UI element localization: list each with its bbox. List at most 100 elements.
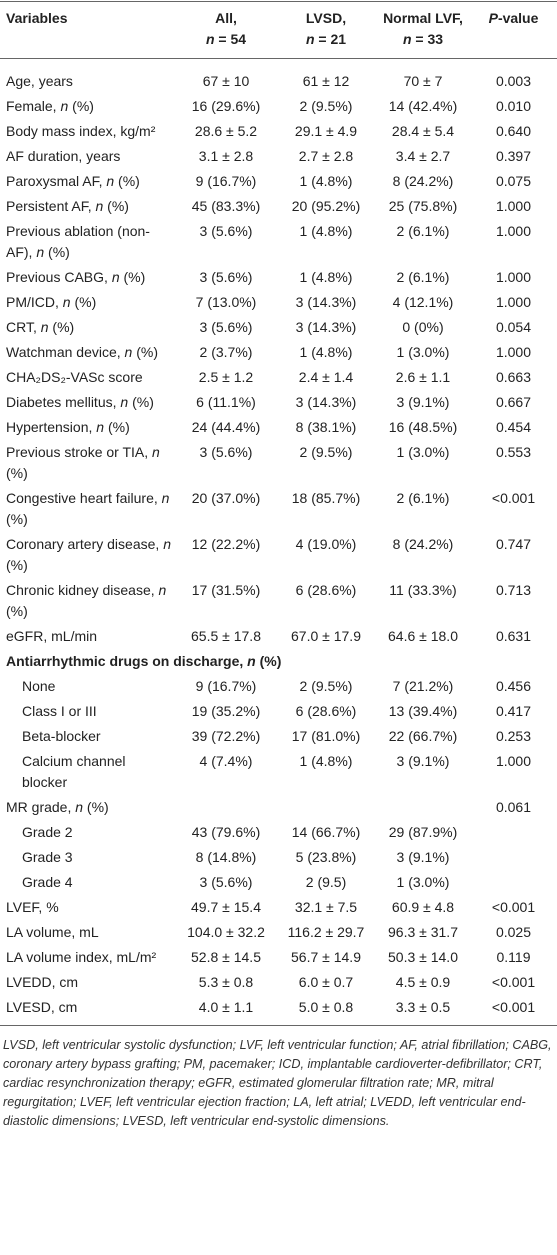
cell xyxy=(470,845,557,870)
table-row: LVEF, % 49.7 ± 15.4 32.1 ± 7.5 60.9 ± 4.8 <0… xyxy=(0,895,557,920)
row-label: Body mass index, kg/m² xyxy=(6,123,156,139)
cell xyxy=(470,870,557,895)
cell: 3 (9.1%) xyxy=(396,753,450,769)
cell: 1 (3.0%) xyxy=(396,444,450,460)
group-heading: Antiarrhythmic drugs on discharge, n (%) xyxy=(6,653,282,669)
cell: 3 (14.3%) xyxy=(295,319,357,335)
cell: 60.9 ± 4.8 xyxy=(391,899,455,915)
cell: <0.001 xyxy=(491,490,536,506)
cell: 52.8 ± 14.5 xyxy=(191,949,261,965)
row-label: CHA₂DS₂-VASc score xyxy=(6,369,143,385)
cell: 0.054 xyxy=(495,319,532,335)
cell: 2 (9.5%) xyxy=(299,678,353,694)
row-label: Congestive heart failure, n (%) xyxy=(6,490,170,527)
row-label: Previous stroke or TIA, n (%) xyxy=(6,444,160,481)
cell: 0.631 xyxy=(495,628,532,644)
row-label: Persistent AF, n (%) xyxy=(6,198,129,214)
table-row: Grade 3 8 (14.8%) 5 (23.8%) 3 (9.1%) xyxy=(0,845,557,870)
cell: 1.000 xyxy=(495,294,532,310)
row-label: Paroxysmal AF, n (%) xyxy=(6,173,140,189)
cell: 67 ± 10 xyxy=(202,73,250,89)
cell: 8 (24.2%) xyxy=(392,536,454,552)
row-label: AF duration, years xyxy=(6,148,121,164)
header-cell: Variables xyxy=(0,1,176,59)
row-label: LA volume index, mL/m² xyxy=(6,949,157,965)
table-row: LA volume index, mL/m² 52.8 ± 14.5 56.7 ± … xyxy=(0,945,557,970)
cell: 45 (83.3%) xyxy=(191,198,261,214)
cell: 96.3 ± 31.7 xyxy=(388,924,458,940)
cell xyxy=(176,795,276,820)
cell: <0.001 xyxy=(470,995,557,1026)
cell: 5 (23.8%) xyxy=(295,849,357,865)
cell: 19 (35.2%) xyxy=(191,703,261,719)
cell: 7 (21.2%) xyxy=(392,678,454,694)
cell: 22 (66.7%) xyxy=(388,728,458,744)
cell: 3 (14.3%) xyxy=(295,294,357,310)
header-name: Normal LVF, xyxy=(383,10,463,26)
data-table: Variables All, n = 54 LVSD, n = 21 Normal LVF… xyxy=(0,1,557,1026)
header-name: P-value xyxy=(488,10,539,26)
cell: 2.4 ± 1.4 xyxy=(298,369,354,385)
cell: 61 ± 12 xyxy=(302,73,350,89)
row-label: LVEDD, cm xyxy=(6,974,79,990)
table-row: Paroxysmal AF, n (%) 9 (16.7%) 1 (4.8%) 8 (… xyxy=(0,169,557,194)
cell: 1 (3.0%) xyxy=(396,874,450,890)
cell: 50.3 ± 14.0 xyxy=(388,949,458,965)
table-header: Variables All, n = 54 LVSD, n = 21 Normal LVF… xyxy=(0,1,557,59)
row-label: Diabetes mellitus, n (%) xyxy=(6,394,154,410)
cell: 6 (11.1%) xyxy=(196,394,256,410)
cell: 3 (5.6%) xyxy=(199,874,253,890)
cell: 16 (48.5%) xyxy=(388,419,458,435)
cell: 0.456 xyxy=(495,678,532,694)
header-n: n = 21 xyxy=(305,31,347,47)
table-row: Hypertension, n (%) 24 (44.4%) 8 (38.1%) 16… xyxy=(0,415,557,440)
table-row: Chronic kidney disease, n (%) 17 (31.5%) 6… xyxy=(0,578,557,624)
table-row: Congestive heart failure, n (%) 20 (37.0%… xyxy=(0,486,557,532)
cell: 4 (12.1%) xyxy=(392,294,454,310)
cell: 2.6 ± 1.1 xyxy=(395,369,451,385)
cell: 3.4 ± 2.7 xyxy=(395,148,451,164)
row-label: LVEF, % xyxy=(6,899,59,915)
cell: 70 ± 7 xyxy=(403,73,443,89)
cell: 39 (72.2%) xyxy=(191,728,261,744)
table-row: Coronary artery disease, n (%) 12 (22.2%)… xyxy=(0,532,557,578)
cell: 0.553 xyxy=(495,444,532,460)
cell: 3 (9.1%) xyxy=(396,849,450,865)
cell: 20 (37.0%) xyxy=(191,490,261,506)
row-label: LA volume, mL xyxy=(6,924,99,940)
cell: 1.000 xyxy=(495,198,532,214)
row-label: Beta-blocker xyxy=(22,728,101,744)
table-row: Female, n (%) 16 (29.6%) 2 (9.5%) 14 (42.4%… xyxy=(0,94,557,119)
table-row: Body mass index, kg/m² 28.6 ± 5.2 29.1 ± 4… xyxy=(0,119,557,144)
cell: 49.7 ± 15.4 xyxy=(191,899,261,915)
cell: 5.0 ± 0.8 xyxy=(276,995,376,1026)
cell: 28.4 ± 5.4 xyxy=(391,123,455,139)
cell: 0.075 xyxy=(495,173,532,189)
header-cell: LVSD, n = 21 xyxy=(276,1,376,59)
header-cell: All, n = 54 xyxy=(176,1,276,59)
cell xyxy=(470,820,557,845)
cell xyxy=(376,795,470,820)
cell: 0.003 xyxy=(495,73,532,89)
cell: 2 (9.5%) xyxy=(299,444,353,460)
cell: 0.397 xyxy=(495,148,532,164)
cell: 14 (42.4%) xyxy=(388,98,458,114)
group-label: MR grade, n (%) xyxy=(6,799,109,815)
header-name: All, xyxy=(215,10,237,26)
cell: 64.6 ± 18.0 xyxy=(388,628,458,644)
table-row: Diabetes mellitus, n (%) 6 (11.1%) 3 (14.3… xyxy=(0,390,557,415)
cell: 29.1 ± 4.9 xyxy=(294,123,358,139)
cell: 7 (13.0%) xyxy=(195,294,257,310)
cell: 56.7 ± 14.9 xyxy=(291,949,361,965)
cell: 67.0 ± 17.9 xyxy=(291,628,361,644)
cell: 2 (6.1%) xyxy=(396,269,450,285)
cell: 65.5 ± 17.8 xyxy=(191,628,261,644)
cell: 8 (14.8%) xyxy=(195,849,257,865)
cell: 0.119 xyxy=(496,949,531,965)
cell: 14 (66.7%) xyxy=(291,824,361,840)
table-row: Grade 2 43 (79.6%) 14 (66.7%) 29 (87.9%) xyxy=(0,820,557,845)
row-label: Female, n (%) xyxy=(6,98,94,114)
row-label: Coronary artery disease, n (%) xyxy=(6,536,171,573)
cell: 1.000 xyxy=(495,269,532,285)
cell: 25 (75.8%) xyxy=(388,198,458,214)
